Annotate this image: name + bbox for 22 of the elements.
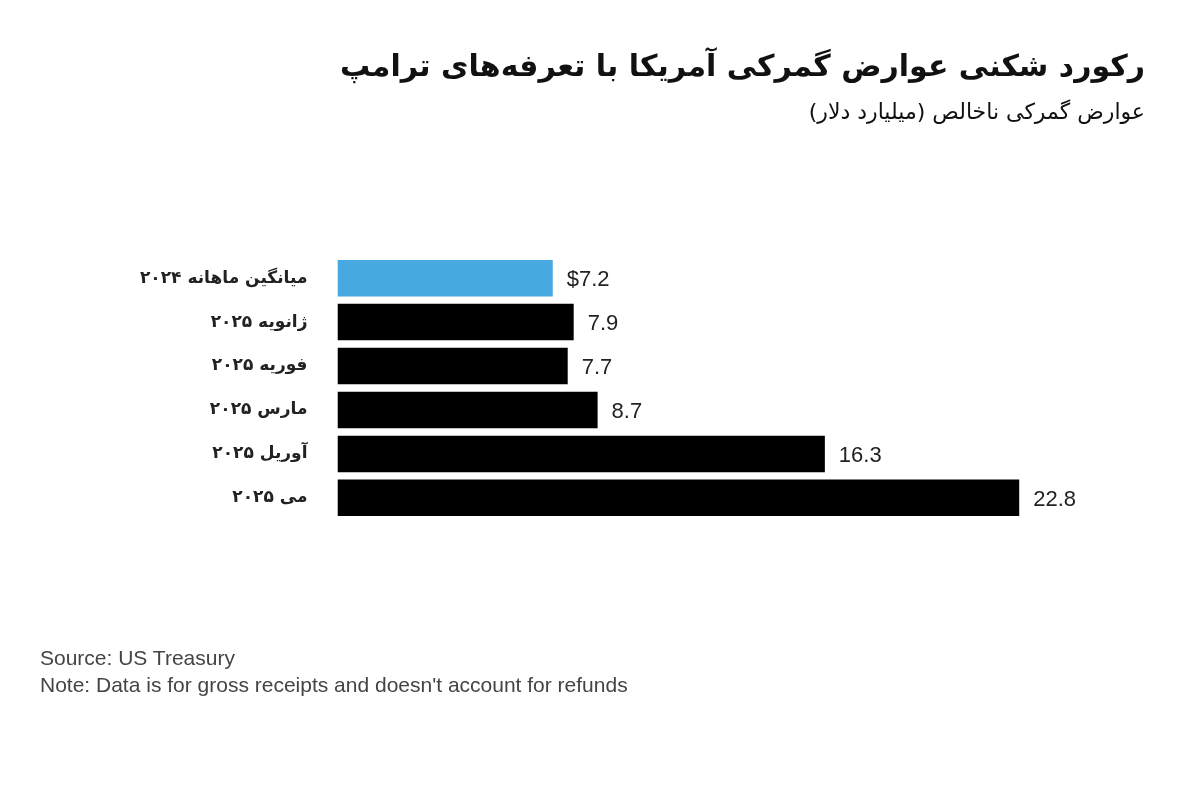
bar (337, 391, 598, 429)
y-tick-label: میانگین ماهانه ۲۰۲۴ (139, 266, 308, 288)
chart-title: رکورد شکنی عوارض گمرکی آمریکا با تعرفه‌های ترامپ (339, 46, 1146, 86)
bar (337, 347, 568, 385)
chart-subtitle: عوارض گمرکی ناخالص (میلیارد دلار) (807, 98, 1146, 126)
bar (337, 479, 1020, 517)
data-label: 22.8 (1033, 485, 1077, 511)
y-tick-label: آوریل ۲۰۲۵ (212, 441, 309, 464)
data-label: 16.3 (838, 441, 882, 467)
y-tick-label: مارس ۲۰۲۵ (209, 398, 308, 419)
y-tick-label: فوریه ۲۰۲۵ (211, 354, 308, 376)
y-tick-label: ژانویه ۲۰۲۵ (210, 310, 308, 332)
bar (337, 435, 825, 473)
text: Note: Data is for gross receipts and doesn't account for refunds (39, 672, 629, 698)
data-label: 7.9 (587, 310, 619, 336)
data-label: $7.2 (566, 266, 610, 292)
data-label: 8.7 (611, 398, 643, 424)
source-note: Source: US Treasury (39, 645, 236, 671)
data-label: 7.7 (581, 354, 613, 380)
y-tick-label: می ۲۰۲۵ (232, 486, 308, 507)
bar (337, 259, 553, 297)
bar (337, 303, 574, 341)
